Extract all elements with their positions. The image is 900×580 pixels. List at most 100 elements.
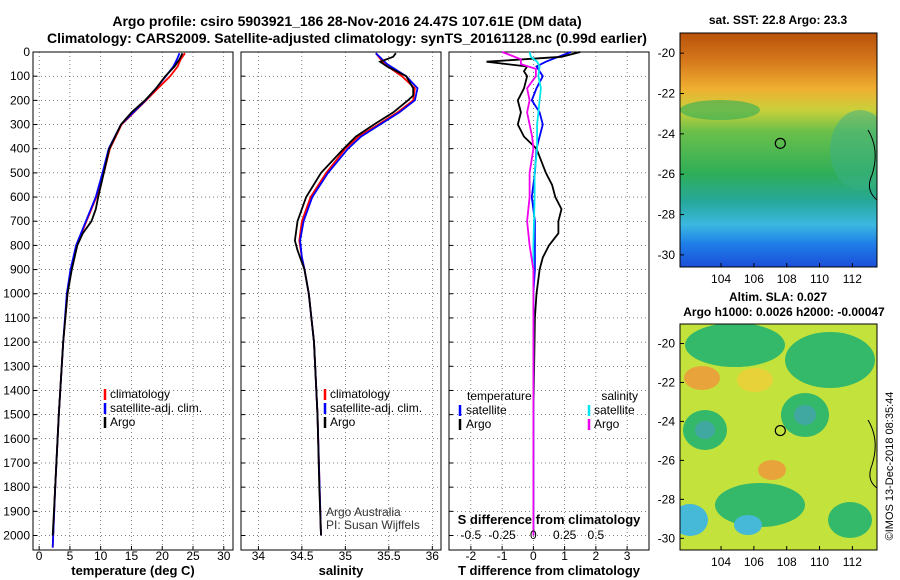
- salinity-panel: 34 34.5 35 35.5 36 salinity climatologysatelli…: [240, 51, 442, 578]
- imos-credit: ©IMOS 13-Dec-2018 08:35:44: [884, 392, 896, 541]
- sst-coastline: [867, 129, 877, 201]
- figure-subtitle: Climatology: CARS2009. Satellite-adjuste…: [47, 30, 647, 46]
- sla-low-g: [828, 502, 872, 538]
- x-tick-label: 2: [593, 549, 600, 563]
- depth-tick-label: 1800: [3, 480, 30, 494]
- x-tick-label: 25: [186, 549, 200, 563]
- sla-map-title: Altim. SLA: 0.027: [729, 290, 827, 304]
- map-x-tick-label: 110: [810, 272, 829, 286]
- legend-label: Argo: [594, 417, 620, 431]
- sst-map-frame: [679, 32, 878, 268]
- sst-map: sat. SST: 22.8 Argo: 23.3 104 106 108 110 11…: [658, 13, 878, 286]
- depth-tick-label: 300: [10, 118, 30, 132]
- x-tick-label: 36: [426, 549, 440, 563]
- map-y-tick-label: -24: [658, 127, 676, 141]
- depth-tick-label: 800: [10, 238, 30, 252]
- x-tick-label: 3: [624, 549, 631, 563]
- legend-label: Argo: [330, 415, 356, 429]
- sla-profile-marker: [774, 424, 786, 437]
- legend-heading: salinity: [601, 389, 638, 403]
- sla-core-f: [680, 504, 708, 536]
- sst-profile-marker: [774, 137, 786, 149]
- map-y-tick-label: -26: [658, 167, 676, 181]
- depth-tick-label: 1000: [3, 287, 30, 301]
- panel-frame: [32, 51, 234, 551]
- secondary-tick-label: -0.5: [461, 528, 482, 542]
- map-y-tick-label: -22: [658, 375, 676, 389]
- legend-heading: temperature: [467, 389, 532, 403]
- x-tick-label: 0: [530, 549, 537, 563]
- depth-tick-label: 600: [10, 190, 30, 204]
- x-tick-label: 1: [561, 549, 568, 563]
- temperature-panel: 0 5 10 15 20 25 30 temperature (deg C) climatolo…: [32, 51, 234, 578]
- difference-panel: -2 -1 0 1 2 3T difference from climatology tem…: [448, 51, 650, 578]
- secondary-tick-label: 0.25: [553, 528, 577, 542]
- sst-map-title: sat. SST: 22.8 Argo: 23.3: [709, 13, 848, 27]
- depth-tick-label: 1100: [4, 311, 30, 325]
- sla-low-b: [785, 332, 875, 388]
- x-axis-label: T difference from climatology: [458, 563, 641, 578]
- map-x-tick-label: 112: [843, 272, 862, 286]
- panel-frame: [448, 51, 650, 551]
- depth-tick-label: 900: [10, 263, 30, 277]
- x-tick-label: 0: [36, 549, 43, 563]
- map-x-tick-label: 108: [777, 555, 797, 569]
- depth-tick-label: 1700: [3, 456, 30, 470]
- legend-label: satellite-adj. clim.: [110, 401, 202, 415]
- x-tick-label: -1: [497, 549, 508, 563]
- depth-tick-label: 1500: [3, 408, 30, 422]
- sla-low-e: [715, 483, 805, 527]
- sst-cool-patch: [830, 110, 877, 190]
- depth-tick-label: 1900: [3, 504, 30, 518]
- series-line: [486, 51, 581, 536]
- depth-tick-label: 1400: [3, 383, 30, 397]
- sla-map-ticks: 104 106 108 110 112 -20 -22 -24 -26 -28 -30: [658, 336, 863, 569]
- legend-label: climatology: [110, 387, 170, 401]
- x-tick-label: 15: [125, 549, 139, 563]
- map-y-tick-label: -22: [658, 87, 676, 101]
- x-tick-label: -2: [466, 549, 477, 563]
- x-tick-label: 5: [67, 549, 74, 563]
- x-tick-label: 35: [339, 549, 353, 563]
- map-y-tick-label: -30: [658, 531, 676, 545]
- sla-map: Altim. SLA: 0.027 Argo h1000: 0.0026 h20…: [658, 290, 885, 569]
- sst-map-ticks: 104 106 108 110 112 -20 -22 -24 -26 -28 -30: [658, 46, 863, 286]
- legend-label: satellite: [594, 403, 635, 417]
- map-x-tick-label: 104: [711, 555, 731, 569]
- legend-label: satellite-adj. clim.: [330, 401, 422, 415]
- legend-label: satellite: [466, 403, 507, 417]
- sla-coastline: [867, 419, 877, 489]
- annotation-text: PI: Susan Wijffels: [326, 518, 420, 532]
- depth-tick-label: 400: [10, 142, 30, 156]
- depth-tick-label: 500: [10, 166, 30, 180]
- x-tick-label: 10: [94, 549, 108, 563]
- legend-label: Argo: [466, 417, 492, 431]
- series-line: [501, 51, 537, 536]
- map-y-tick-label: -20: [658, 46, 676, 60]
- legend-label: climatology: [330, 387, 390, 401]
- series-line: [51, 52, 184, 536]
- x-tick-label: 30: [217, 549, 231, 563]
- sla-map-subtitle: Argo h1000: 0.0026 h2000: -0.00047: [683, 305, 885, 319]
- map-x-tick-label: 106: [744, 555, 764, 569]
- map-y-tick-label: -26: [658, 453, 676, 467]
- sla-core-d: [794, 405, 816, 425]
- x-tick-label: 34.5: [290, 549, 314, 563]
- depth-tick-label: 700: [10, 214, 30, 228]
- map-x-tick-label: 104: [711, 272, 731, 286]
- sla-high-a: [737, 368, 773, 392]
- sla-core-e: [734, 515, 762, 535]
- series-line: [293, 52, 415, 536]
- depth-tick-label: 0: [23, 45, 30, 59]
- secondary-tick-label: -0.25: [488, 528, 516, 542]
- x-axis-label: salinity: [319, 563, 365, 578]
- legend-label: Argo: [110, 415, 136, 429]
- sla-core-c: [695, 421, 715, 439]
- depth-tick-label: 200: [10, 93, 30, 107]
- depth-axis: 0 100 200 300 400 500 600 700 800 900 1000 1100 1200…: [3, 45, 30, 542]
- x-tick-label: 35.5: [377, 549, 401, 563]
- series-line: [530, 51, 572, 536]
- map-y-tick-label: -20: [658, 336, 676, 350]
- map-x-tick-label: 112: [843, 555, 862, 569]
